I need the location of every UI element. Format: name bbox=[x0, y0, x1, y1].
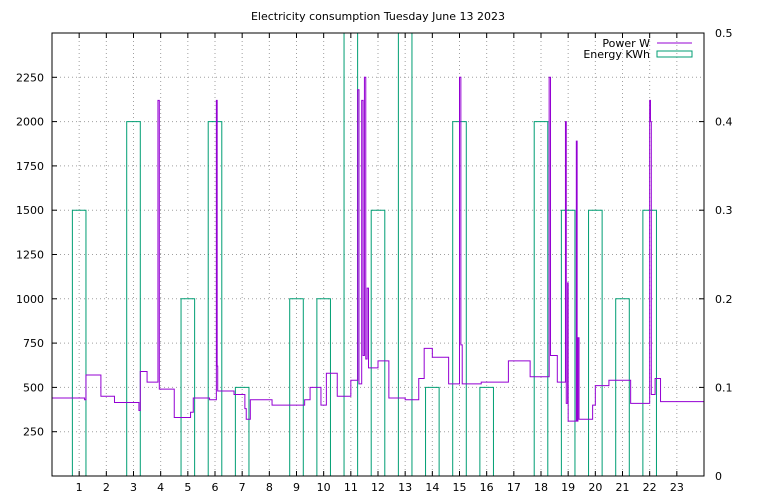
y2-tick-label: 0.4 bbox=[715, 116, 733, 129]
x-tick-label: 5 bbox=[184, 481, 191, 494]
y-tick-label: 2000 bbox=[16, 116, 44, 129]
legend-swatch-energy bbox=[656, 50, 693, 58]
power-series-line bbox=[52, 76, 704, 422]
energy-bar bbox=[207, 121, 223, 476]
legend: Power W Energy KWh bbox=[583, 37, 693, 61]
y2-tick-label: 0 bbox=[715, 470, 722, 483]
x-tick-label: 22 bbox=[643, 481, 657, 494]
y2-tick-label: 0.1 bbox=[715, 381, 733, 394]
y2-tick-label: 0.3 bbox=[715, 204, 733, 217]
energy-bar bbox=[289, 298, 304, 476]
y-tick-label: 1500 bbox=[16, 204, 44, 217]
legend-label-power: Power W bbox=[602, 37, 650, 50]
x-axis: 1 2 3 4 5 6 7 8 9 10 11 12 13 14 15 16 17 18 19 20 21 22 23 bbox=[76, 33, 684, 494]
energy-bar bbox=[479, 386, 494, 476]
y-tick-label: 750 bbox=[23, 337, 44, 350]
energy-bar bbox=[533, 121, 549, 476]
x-tick-label: 14 bbox=[425, 481, 439, 494]
energy-bar bbox=[180, 298, 196, 476]
y-tick-label: 500 bbox=[23, 381, 44, 394]
x-tick-label: 23 bbox=[670, 481, 684, 494]
x-tick-label: 9 bbox=[293, 481, 300, 494]
y2-tick-label: 0.5 bbox=[715, 27, 733, 40]
y-tick-label: 2250 bbox=[16, 71, 44, 84]
chart-title: Electricity consumption Tuesday June 13 … bbox=[251, 10, 505, 23]
x-tick-label: 4 bbox=[157, 481, 164, 494]
y-axis-left: 250 500 750 1000 1250 1500 1750 2000 2250 bbox=[16, 71, 57, 439]
energy-bar bbox=[370, 209, 386, 476]
x-tick-label: 16 bbox=[480, 481, 494, 494]
x-tick-label: 15 bbox=[453, 481, 467, 494]
energy-bar bbox=[615, 298, 630, 476]
x-tick-label: 3 bbox=[130, 481, 137, 494]
energy-bar bbox=[126, 121, 141, 476]
energy-bar bbox=[560, 209, 576, 476]
energy-bar bbox=[234, 386, 250, 476]
y-tick-label: 1000 bbox=[16, 293, 44, 306]
x-tick-label: 19 bbox=[561, 481, 575, 494]
energy-bar bbox=[71, 209, 87, 476]
energy-bar bbox=[588, 209, 603, 476]
energy-bar bbox=[425, 386, 440, 476]
x-tick-label: 13 bbox=[398, 481, 412, 494]
y-tick-label: 250 bbox=[23, 426, 44, 439]
legend-label-energy: Energy KWh bbox=[583, 48, 650, 61]
x-tick-label: 7 bbox=[239, 481, 246, 494]
y-tick-label: 1750 bbox=[16, 160, 44, 173]
x-tick-label: 20 bbox=[588, 481, 602, 494]
x-tick-label: 11 bbox=[344, 481, 358, 494]
x-tick-label: 12 bbox=[371, 481, 385, 494]
x-tick-label: 2 bbox=[103, 481, 110, 494]
x-tick-label: 18 bbox=[534, 481, 548, 494]
x-tick-label: 10 bbox=[317, 481, 331, 494]
x-tick-label: 21 bbox=[616, 481, 630, 494]
y2-tick-label: 0.2 bbox=[715, 293, 733, 306]
x-tick-label: 6 bbox=[212, 481, 219, 494]
y-axis-right: 0 0.1 0.2 0.3 0.4 0.5 bbox=[699, 27, 733, 483]
x-tick-label: 1 bbox=[76, 481, 83, 494]
x-tick-label: 8 bbox=[266, 481, 273, 494]
y-tick-label: 1250 bbox=[16, 249, 44, 262]
grid-lines bbox=[52, 33, 704, 476]
x-tick-label: 17 bbox=[507, 481, 521, 494]
